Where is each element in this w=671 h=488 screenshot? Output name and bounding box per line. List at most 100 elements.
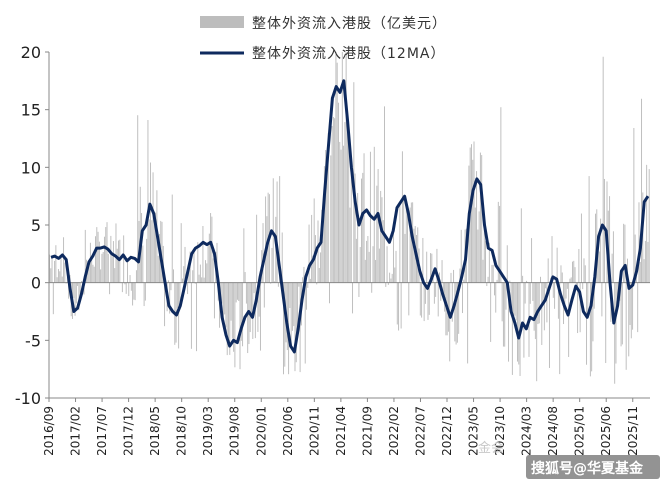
y-tick-label: -5 — [25, 331, 41, 350]
bar — [123, 235, 125, 283]
bar — [202, 225, 204, 283]
bar — [428, 282, 430, 315]
bar — [396, 282, 398, 325]
bar — [625, 282, 627, 370]
bar — [92, 264, 94, 283]
bar — [476, 171, 478, 283]
bar — [559, 282, 561, 375]
bar — [644, 240, 646, 283]
bar — [532, 282, 534, 301]
bar — [95, 236, 96, 283]
bar — [276, 181, 278, 283]
bar — [514, 282, 516, 316]
bar — [423, 282, 425, 322]
bar — [386, 246, 388, 283]
bar — [384, 106, 385, 283]
bar — [234, 282, 236, 368]
axes — [45, 51, 650, 402]
bar — [228, 282, 229, 339]
bar — [529, 282, 531, 304]
bar — [478, 211, 480, 283]
bar — [441, 260, 443, 283]
bar — [538, 282, 540, 324]
bar — [424, 282, 426, 304]
bar — [488, 242, 490, 283]
bar — [431, 253, 433, 283]
bar — [350, 171, 352, 283]
bar — [620, 282, 622, 347]
bar — [349, 207, 351, 283]
x-tick-label: 2019/08 — [228, 406, 242, 456]
bar — [173, 269, 174, 283]
bar — [346, 125, 348, 283]
bar — [413, 228, 415, 283]
bar — [600, 218, 602, 283]
y-tick-label: 0 — [31, 274, 41, 293]
legend-bar-swatch — [200, 16, 244, 28]
bar — [111, 256, 113, 283]
bar — [609, 196, 611, 283]
bar — [134, 282, 136, 301]
x-tick-label: 2025/01 — [573, 406, 587, 456]
bar — [142, 245, 144, 283]
x-tick-label: 2021/04 — [334, 406, 348, 456]
bar — [628, 282, 630, 357]
bar — [630, 282, 632, 339]
y-tick-label: 20 — [21, 43, 41, 62]
x-tick-label: 2024/03 — [520, 406, 534, 456]
bar — [419, 282, 421, 316]
bar — [632, 282, 634, 330]
bar — [624, 224, 626, 283]
bar — [601, 282, 603, 317]
bar — [492, 264, 494, 283]
bar — [322, 216, 324, 283]
bar — [118, 240, 120, 283]
bar — [449, 282, 451, 362]
x-tick-label: 2022/02 — [387, 406, 401, 456]
bar — [376, 185, 378, 283]
bar — [387, 282, 389, 285]
y-tick-label: -10 — [15, 389, 41, 408]
x-tick-label: 2016/09 — [42, 406, 56, 456]
bar — [80, 281, 82, 283]
bar — [54, 260, 56, 283]
bar — [184, 246, 186, 283]
bar — [511, 282, 513, 375]
bar — [64, 262, 66, 283]
bar — [541, 282, 543, 345]
bar — [169, 282, 171, 314]
bar — [589, 282, 591, 377]
bar — [330, 155, 332, 283]
bar — [639, 261, 641, 283]
bar — [524, 282, 526, 304]
bar — [105, 227, 107, 283]
bar — [133, 282, 135, 300]
bar — [536, 282, 538, 382]
bar — [79, 282, 81, 298]
bar — [463, 279, 465, 283]
bar — [500, 107, 502, 283]
bar — [137, 115, 139, 283]
bar — [323, 166, 325, 283]
bar — [523, 282, 525, 358]
bar — [59, 271, 61, 283]
bar — [426, 251, 428, 283]
bar — [299, 282, 301, 373]
bar — [176, 282, 178, 309]
bar — [283, 282, 284, 375]
legend-line-label: 整体外资流入港股（12MA） — [252, 46, 445, 62]
bar — [389, 272, 391, 283]
x-tick-label: 2017/07 — [95, 406, 109, 456]
bar — [61, 276, 63, 283]
bar — [540, 276, 541, 283]
bar — [515, 282, 517, 321]
bar — [602, 56, 604, 283]
bar — [109, 282, 111, 295]
bar — [274, 281, 276, 283]
y-tick-label: 10 — [21, 158, 41, 177]
bar — [231, 282, 233, 339]
bar — [568, 282, 570, 357]
bar — [462, 282, 463, 314]
bar — [392, 230, 394, 283]
bar — [225, 282, 227, 328]
